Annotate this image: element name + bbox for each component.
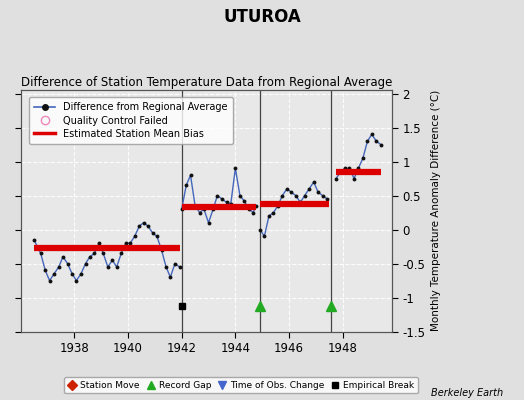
Text: UTUROA: UTUROA — [223, 8, 301, 26]
Legend: Difference from Regional Average, Quality Control Failed, Estimated Station Mean: Difference from Regional Average, Qualit… — [29, 98, 233, 144]
Legend: Station Move, Record Gap, Time of Obs. Change, Empirical Break: Station Move, Record Gap, Time of Obs. C… — [64, 377, 418, 394]
Text: Berkeley Earth: Berkeley Earth — [431, 388, 503, 398]
Y-axis label: Monthly Temperature Anomaly Difference (°C): Monthly Temperature Anomaly Difference (… — [431, 90, 441, 332]
Title: Difference of Station Temperature Data from Regional Average: Difference of Station Temperature Data f… — [20, 76, 392, 89]
